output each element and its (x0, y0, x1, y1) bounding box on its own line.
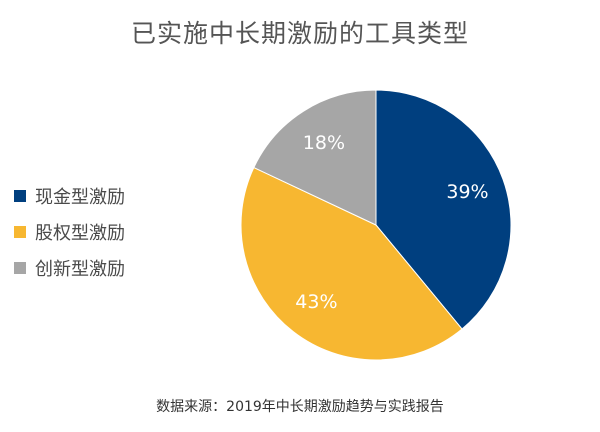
legend-item-equity: 股权型激励 (14, 214, 125, 250)
pie-slice-cash (375, 89, 512, 330)
legend-swatch-innovative (14, 262, 26, 274)
pie-labels: 39% 43% 18% (295, 132, 488, 313)
pie-label-equity: 43% (295, 291, 337, 313)
pie-label-innovative: 18% (303, 132, 345, 154)
legend-swatch-equity (14, 226, 26, 238)
pie-slice-innovative (253, 89, 377, 226)
legend-label-equity: 股权型激励 (35, 223, 125, 244)
chart-title: 已实施中长期激励的工具类型 (130, 19, 469, 48)
legend: 现金型激励 股权型激励 创新型激励 (14, 178, 125, 286)
pie-slice-equity (240, 166, 463, 361)
pie-label-cash: 39% (446, 181, 488, 203)
legend-label-innovative: 创新型激励 (35, 259, 125, 280)
legend-item-innovative: 创新型激励 (14, 250, 125, 286)
source-note: 数据来源：2019年中长期激励趋势与实践报告 (156, 399, 444, 415)
legend-label-cash: 现金型激励 (35, 187, 125, 208)
pie-slices (240, 89, 512, 361)
legend-swatch-cash (14, 190, 26, 202)
legend-item-cash: 现金型激励 (14, 178, 125, 214)
